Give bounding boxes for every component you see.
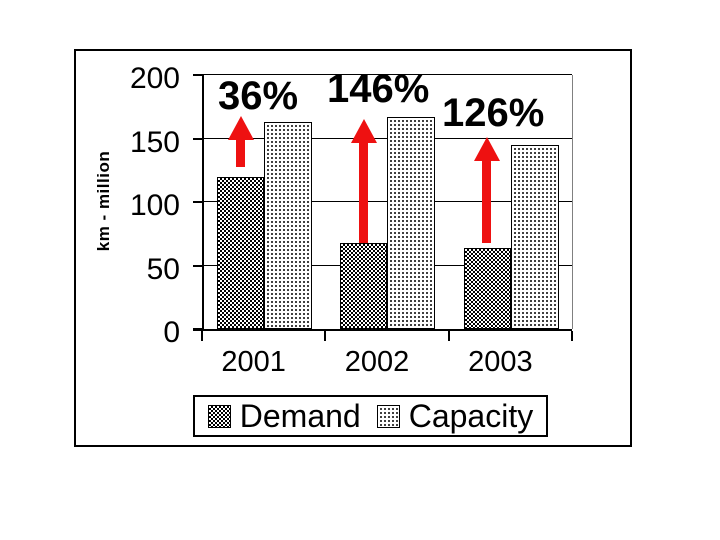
y-tick-mark (193, 264, 202, 267)
x-axis-label-2002: 2002 (344, 346, 410, 378)
legend-item-capacity: Capacity (376, 398, 534, 434)
bar-demand-2002 (340, 242, 388, 329)
legend-swatch-demand (207, 404, 231, 428)
legend: Demand Capacity (193, 395, 548, 437)
bar-capacity-2002 (387, 116, 436, 329)
legend-label-capacity: Capacity (408, 398, 534, 434)
growth-label-2002: 146% (327, 67, 430, 111)
x-tick-mark (201, 331, 203, 341)
x-tick-mark (447, 331, 450, 341)
growth-label-2001: 36% (218, 74, 299, 118)
x-tick-mark (324, 331, 327, 341)
chart-frame: km - million 0 50 100 150 200 36% 146% 126% 2001… (74, 49, 632, 447)
x-axis-label-2001: 2001 (221, 346, 286, 378)
x-axis-label-2003: 2003 (468, 346, 533, 378)
legend-label-demand: Demand (239, 398, 361, 434)
y-tick-label-150: 150 (129, 125, 180, 159)
bar-capacity-2001 (264, 121, 312, 329)
growth-arrow-2001 (227, 116, 254, 167)
arrow-shaft (235, 136, 245, 167)
gridline-150 (202, 137, 572, 139)
bar-demand-2001 (217, 176, 264, 329)
x-axis-line (193, 329, 572, 331)
arrow-shaft (482, 157, 492, 243)
y-tick-label-50: 50 (146, 252, 180, 286)
growth-label-2003: 126% (442, 91, 545, 135)
growth-arrow-2003 (474, 137, 501, 243)
y-tick-label-0: 0 (163, 316, 180, 349)
y-tick-label-200: 200 (129, 62, 180, 95)
bar-capacity-2003 (510, 144, 559, 329)
y-tick-mark (193, 74, 202, 76)
legend-swatch-capacity (376, 404, 400, 428)
y-tick-mark (193, 328, 202, 330)
gridline-100 (202, 201, 572, 202)
y-axis-line (202, 75, 204, 329)
growth-arrow-2002 (350, 119, 377, 243)
bar-demand-2003 (463, 247, 511, 329)
legend-item-demand: Demand (207, 398, 361, 434)
y-tick-mark (193, 137, 202, 140)
gridline-200 (202, 74, 572, 75)
y-tick-mark (193, 201, 202, 203)
arrow-shaft (358, 139, 368, 243)
plot-right-border (572, 75, 573, 329)
x-tick-mark (571, 331, 573, 341)
y-tick-label-100: 100 (129, 189, 180, 222)
